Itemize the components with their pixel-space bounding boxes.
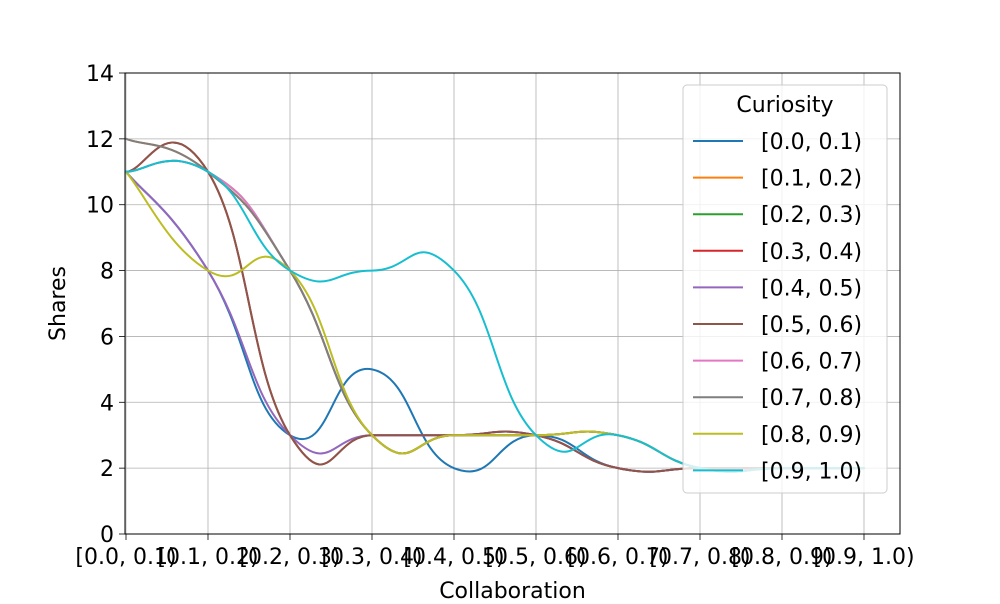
- x-tick-label: [0.3, 0.4): [321, 545, 422, 570]
- legend-label: [0.6, 0.7): [761, 350, 862, 375]
- x-axis-ticks: [0.0, 0.1)[0.1, 0.2)[0.2, 0.3)[0.3, 0.4)…: [75, 534, 915, 570]
- legend-label: [0.2, 0.3): [761, 203, 862, 228]
- x-axis-label: Collaboration: [439, 579, 586, 600]
- y-tick-label: 10: [86, 194, 114, 219]
- legend-label: [0.5, 0.6): [761, 313, 862, 338]
- x-tick-label: [0.5, 0.6): [485, 545, 586, 570]
- legend-label: [0.3, 0.4): [761, 240, 862, 265]
- legend-label: [0.7, 0.8): [761, 386, 862, 411]
- x-tick-label: [0.8, 0.9): [731, 545, 832, 570]
- x-tick-label: [0.4, 0.5): [403, 545, 504, 570]
- x-tick-label: [0.2, 0.3): [239, 545, 340, 570]
- legend-title: Curiosity: [736, 93, 833, 118]
- y-tick-label: 6: [100, 325, 114, 350]
- y-axis-ticks: 0 2 4 6 8 10 12 14: [86, 62, 125, 548]
- y-tick-label: 2: [100, 457, 114, 482]
- x-tick-label: [0.7, 0.8): [649, 545, 750, 570]
- y-tick-label: 12: [86, 128, 114, 153]
- x-tick-label: [0.6, 0.7): [567, 545, 668, 570]
- x-tick-label: [0.9, 1.0): [813, 545, 914, 570]
- legend-label: [0.0, 0.1): [761, 130, 862, 155]
- legend-items: [0.0, 0.1) [0.1, 0.2) [0.2, 0.3) [0.3, 0.4)…: [693, 130, 862, 484]
- legend-label: [0.1, 0.2): [761, 167, 862, 192]
- y-tick-label: 8: [100, 260, 114, 285]
- legend-label: [0.4, 0.5): [761, 276, 862, 301]
- legend: Curiosity [0.0, 0.1) [0.1, 0.2) [0.2, 0.3)…: [682, 84, 888, 494]
- y-tick-label: 0: [100, 523, 114, 548]
- plot-frame: [124, 72, 901, 535]
- x-tick-label: [0.1, 0.2): [157, 545, 258, 570]
- legend-label: [0.8, 0.9): [761, 423, 862, 448]
- legend-label: [0.9, 1.0): [761, 459, 862, 484]
- legend-box: [682, 84, 888, 494]
- x-tick-label: [0.0, 0.1): [75, 545, 176, 570]
- y-tick-label: 4: [100, 391, 114, 416]
- y-axis-label: Shares: [46, 266, 71, 341]
- y-tick-label: 14: [86, 62, 114, 87]
